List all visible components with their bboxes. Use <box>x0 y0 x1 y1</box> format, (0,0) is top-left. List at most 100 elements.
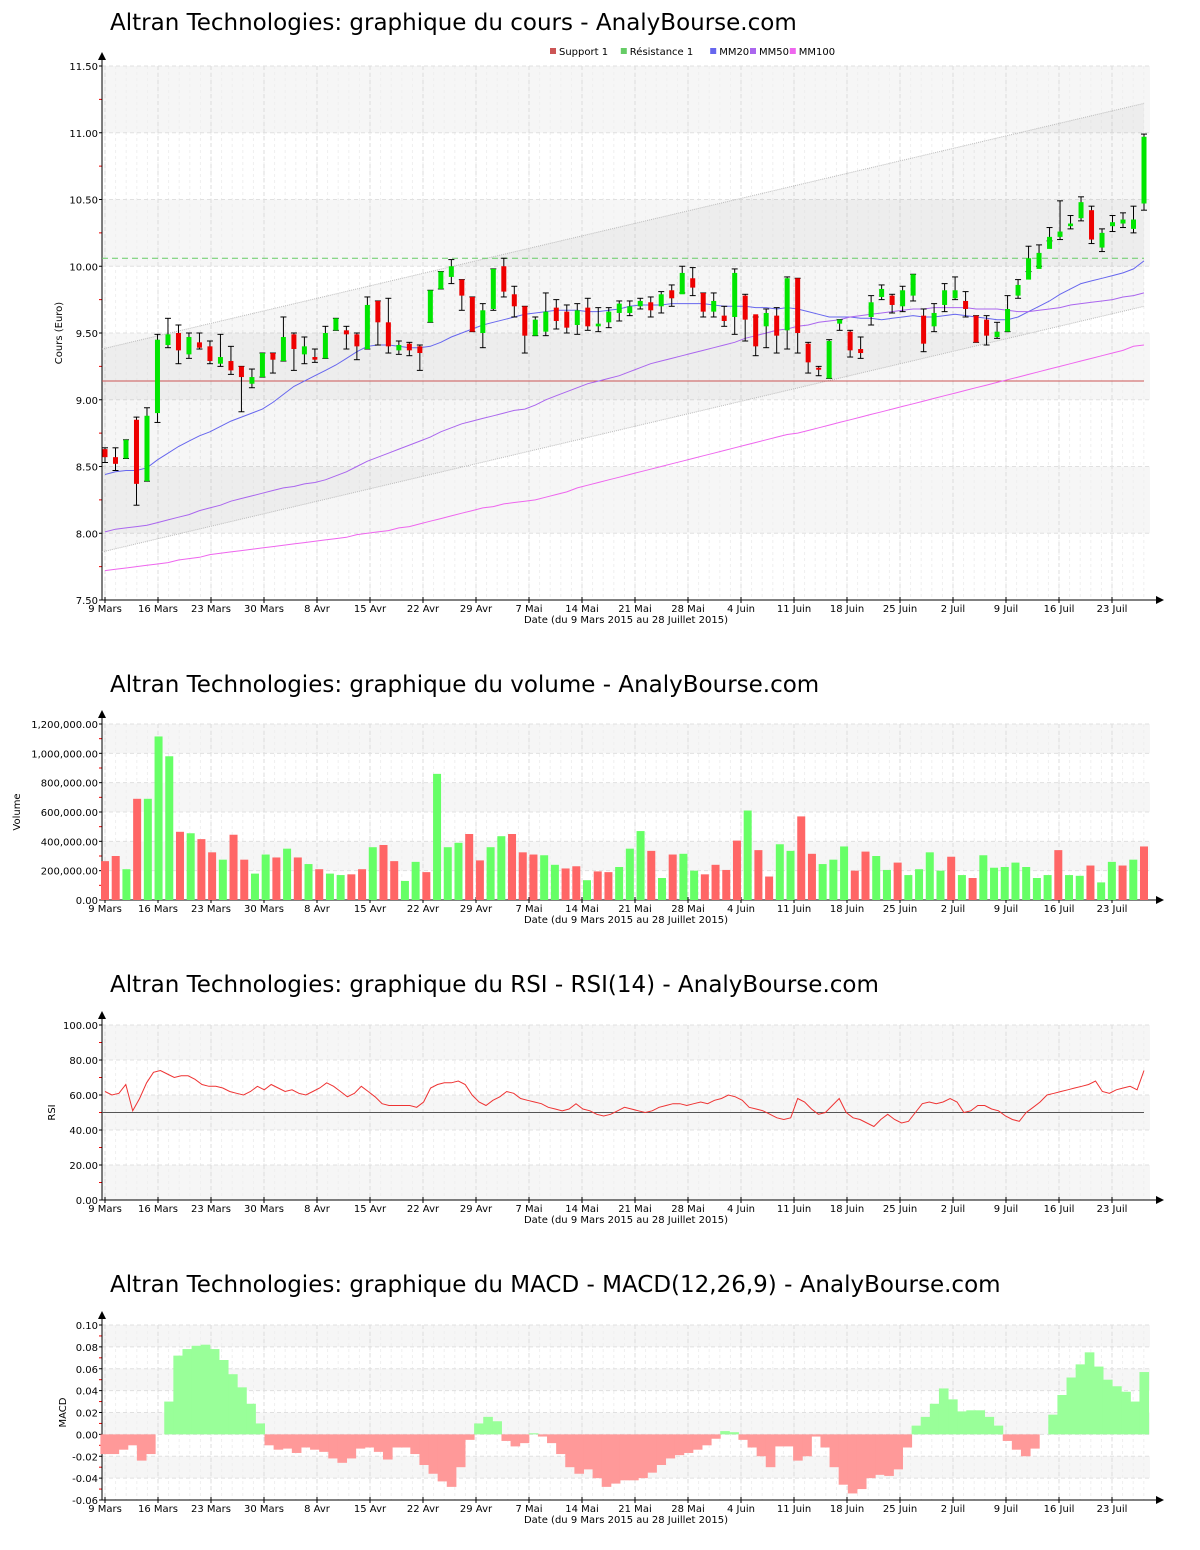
macd-area-segment <box>838 1434 849 1485</box>
macd-area-segment <box>1084 1352 1095 1435</box>
y-tick-label: 400,000.00 <box>41 837 98 848</box>
macd-area-segment <box>948 1399 958 1435</box>
volume-bar <box>154 736 163 900</box>
macd-area-segment <box>164 1401 174 1435</box>
volume-bar <box>572 866 581 900</box>
macd-chart: 0.100.080.060.040.020.00-0.02-0.04-0.069… <box>58 1311 1164 1526</box>
rsi-chart: 100.00 80.00 60.00 40.00 20.00 0.009 Mars 16 M… <box>47 1011 1164 1226</box>
volume-bar <box>797 816 806 900</box>
candle-body <box>1089 210 1095 240</box>
volume-bar <box>368 847 377 900</box>
candle-body <box>102 449 108 458</box>
macd-area-segment <box>747 1434 758 1448</box>
macd-area-segment <box>237 1387 247 1435</box>
volume-bar <box>561 868 570 900</box>
volume-bar <box>754 850 763 900</box>
macd-area-segment <box>109 1434 120 1455</box>
candle-body <box>469 296 475 332</box>
macd-area-segment <box>528 1433 539 1435</box>
y-tick-label: 100.00 <box>63 1021 98 1032</box>
candle-body <box>312 357 318 360</box>
volume-bar <box>347 874 356 900</box>
volume-bar <box>786 850 795 900</box>
x-tick-label: 11 Juin <box>777 604 811 615</box>
macd-area-segment <box>300 1434 311 1448</box>
candle-body <box>532 319 538 336</box>
macd-area-segment <box>756 1434 767 1457</box>
x-tick-label: 2 Juil <box>941 1504 965 1515</box>
x-tick-label: 22 Avr <box>407 1204 440 1215</box>
volume-bar <box>293 857 302 900</box>
x-tick-label: 25 Juin <box>883 904 917 915</box>
legend-label: Support 1 <box>559 47 608 58</box>
x-tick-label: 18 Juin <box>830 1504 864 1515</box>
x-tick-label: 15 Avr <box>354 904 387 915</box>
x-tick-label: 14 Mai <box>565 1504 598 1515</box>
macd-area-segment <box>866 1434 876 1479</box>
candle-body <box>900 290 906 307</box>
x-tick-label: 16 Juil <box>1044 1204 1075 1215</box>
ma-line-mm20 <box>104 260 1145 475</box>
regression-lower <box>101 305 1145 553</box>
macd-area-segment <box>692 1434 703 1450</box>
macd-area-segment <box>893 1434 903 1470</box>
candle-body <box>322 333 328 359</box>
macd-area-segment <box>783 1434 794 1447</box>
y-tick-label: 0.00 <box>76 896 98 907</box>
x-axis-title: Date (du 9 Mars 2015 au 28 Juillet 2015) <box>524 615 728 626</box>
candle-body <box>921 315 927 344</box>
volume-bar <box>208 852 217 900</box>
macd-area-segment <box>1066 1377 1077 1435</box>
candle-body <box>196 342 202 348</box>
macd-area-segment <box>1130 1401 1140 1435</box>
y-tick-label: 200,000.00 <box>41 867 98 878</box>
candle-body <box>291 334 297 350</box>
y-axis-arrow <box>98 1311 106 1319</box>
x-tick-label: 7 Mai <box>515 604 542 615</box>
plot-band <box>102 1165 1150 1200</box>
candle-body <box>1057 231 1063 237</box>
candle-body <box>732 272 738 317</box>
macd-area-segment <box>556 1434 566 1455</box>
x-tick-label: 14 Mai <box>565 604 598 615</box>
candle-body <box>595 323 601 327</box>
candle-body <box>669 290 675 299</box>
y-tick-label: 1,000,000.00 <box>31 749 98 760</box>
legend-label: MM50 <box>759 47 789 58</box>
macd-area-segment <box>656 1434 667 1465</box>
x-tick-label: 8 Avr <box>304 904 331 915</box>
candle-body <box>385 322 391 347</box>
y-tick-label: 8.50 <box>76 463 98 474</box>
y-tick-label: -0.06 <box>72 1496 98 1507</box>
x-tick-label: 9 Mars <box>88 904 122 915</box>
plot-band <box>102 782 1150 812</box>
macd-area-segment <box>100 1434 111 1455</box>
candle-body <box>364 304 370 350</box>
x-tick-label: 9 Mars <box>88 1204 122 1215</box>
x-axis-arrow <box>1156 1496 1164 1504</box>
candle-body <box>1120 219 1126 224</box>
rsi-line <box>104 1069 1145 1128</box>
candle-body <box>574 310 580 325</box>
volume-bar <box>529 854 538 900</box>
candle-body <box>648 302 654 311</box>
candle-body <box>753 314 759 347</box>
macd-area-segment <box>565 1434 575 1468</box>
x-tick-label: 15 Avr <box>354 1204 387 1215</box>
volume-bar <box>636 831 645 900</box>
macd-area-segment <box>118 1434 129 1450</box>
x-tick-label: 25 Juin <box>883 1204 917 1215</box>
plot-band <box>102 1368 1150 1391</box>
x-tick-label: 9 Juil <box>994 1504 1018 1515</box>
legend-label: MM20 <box>719 47 749 58</box>
macd-area-segment <box>483 1416 493 1435</box>
macd-area-segment <box>920 1416 931 1435</box>
macd-area-segment <box>346 1434 357 1459</box>
candle-body <box>1047 236 1053 249</box>
volume-bar <box>240 859 249 900</box>
x-tick-label: 16 Mars <box>138 904 178 915</box>
macd-area-segment <box>674 1434 685 1456</box>
macd-area-segment <box>820 1434 831 1448</box>
legend-swatch <box>789 48 796 54</box>
ma-line-mm50 <box>104 292 1145 533</box>
